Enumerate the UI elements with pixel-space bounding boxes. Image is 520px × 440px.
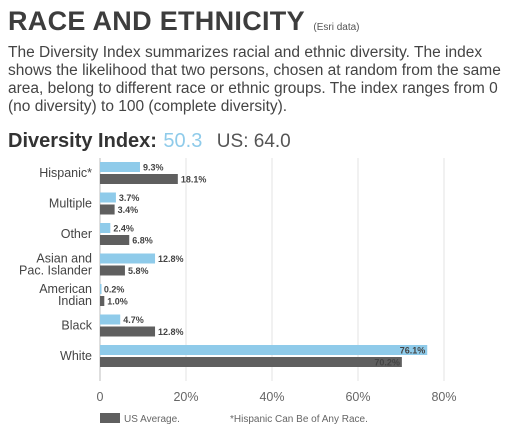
us-diversity-index: US: 64.0 bbox=[216, 131, 291, 152]
bar-label-us-average: 5.8% bbox=[128, 266, 149, 276]
category-label: Other bbox=[61, 227, 92, 241]
bar-label-us-average: 3.4% bbox=[118, 205, 139, 215]
bar-local bbox=[100, 345, 428, 355]
diversity-index-label: Diversity Index: bbox=[8, 130, 157, 152]
category-label: Pac. Islander bbox=[19, 264, 92, 278]
title-row: RACE AND ETHNICITY (Esri data) bbox=[8, 6, 359, 37]
bar-us-average bbox=[100, 204, 115, 215]
x-tick-label: 0 bbox=[97, 390, 104, 404]
bar-local bbox=[100, 162, 140, 172]
bar-label-us-average: 6.8% bbox=[132, 236, 153, 246]
bar-us-average bbox=[100, 235, 130, 245]
bar-local bbox=[100, 192, 116, 203]
bar-label-local: 76.1% bbox=[400, 346, 426, 356]
legend-swatch-us-average bbox=[100, 413, 120, 423]
bar-label-local: 9.3% bbox=[143, 163, 164, 173]
x-tick-label: 80% bbox=[431, 390, 456, 404]
bar-label-local: 2.4% bbox=[113, 224, 134, 234]
bar-us-average bbox=[100, 174, 178, 184]
bar-label-us-average: 70.2% bbox=[374, 358, 400, 368]
bar-label-local: 3.7% bbox=[119, 193, 140, 203]
bar-us-average bbox=[100, 296, 105, 306]
diversity-index-row: Diversity Index: 50.3 US: 64.0 bbox=[8, 130, 291, 153]
bar-label-us-average: 12.8% bbox=[158, 327, 184, 337]
bar-local bbox=[100, 284, 102, 294]
category-label: Indian bbox=[58, 294, 92, 308]
category-label: American bbox=[39, 282, 92, 296]
category-label: Asian and bbox=[36, 252, 92, 266]
description: The Diversity Index summarizes racial an… bbox=[8, 44, 501, 115]
bar-label-us-average: 1.0% bbox=[107, 297, 128, 307]
x-tick-label: 40% bbox=[259, 390, 284, 404]
bar-local bbox=[100, 223, 111, 233]
bar-local bbox=[100, 253, 156, 264]
bar-label-local: 4.7% bbox=[123, 315, 144, 325]
bar-label-local: 0.2% bbox=[104, 285, 125, 295]
x-tick-label: 60% bbox=[345, 390, 370, 404]
source-note: (Esri data) bbox=[313, 22, 360, 33]
category-label: Multiple bbox=[49, 197, 92, 211]
category-label: White bbox=[60, 349, 92, 363]
bar-label-local: 12.8% bbox=[158, 254, 184, 264]
bar-us-average bbox=[100, 326, 156, 337]
x-tick-label: 20% bbox=[173, 390, 198, 404]
bar-label-us-average: 18.1% bbox=[181, 175, 207, 185]
page-title: RACE AND ETHNICITY bbox=[8, 6, 305, 36]
category-label: Black bbox=[61, 319, 92, 333]
diversity-index-value: 50.3 bbox=[163, 130, 203, 152]
footnote: *Hispanic Can Be of Any Race. bbox=[230, 414, 368, 425]
category-label: Hispanic* bbox=[39, 166, 92, 180]
bar-us-average bbox=[100, 357, 402, 367]
bar-local bbox=[100, 314, 121, 325]
legend-label-us-average: US Average. bbox=[124, 414, 180, 425]
bar-us-average bbox=[100, 265, 125, 276]
